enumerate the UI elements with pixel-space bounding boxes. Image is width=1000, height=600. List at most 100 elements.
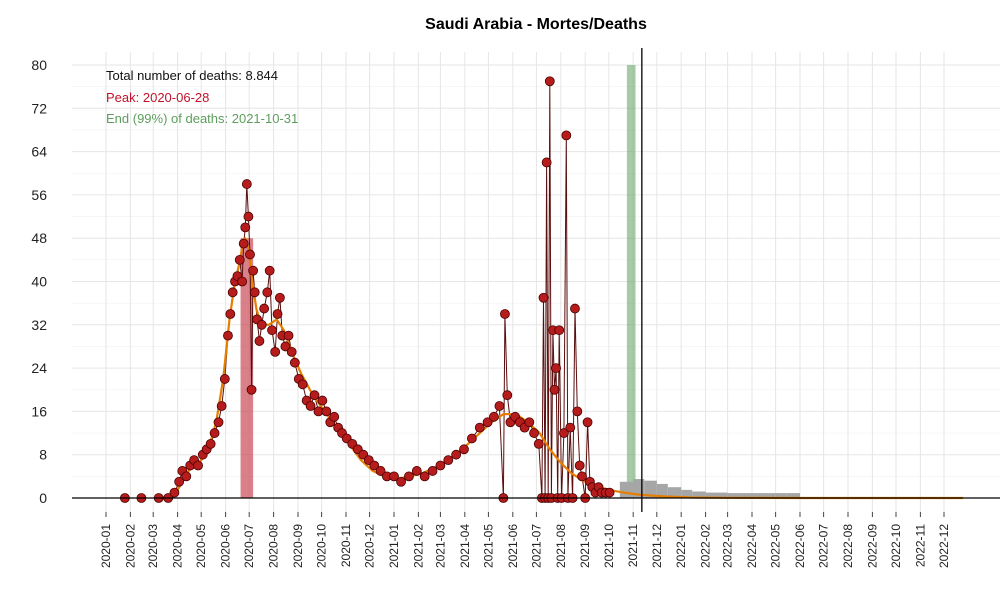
annotation-end: End (99%) of deaths: 2021-10-31 [106, 111, 298, 126]
daily-point [248, 265, 259, 276]
daily-point [551, 363, 561, 374]
daily-point [549, 384, 560, 395]
point-layer [119, 76, 615, 503]
daily-point [238, 238, 249, 249]
x-tick-label: 2020-05 [194, 524, 208, 568]
daily-point [529, 428, 539, 438]
x-tick-label: 2022-02 [699, 524, 713, 568]
daily-point [502, 390, 513, 401]
daily-point [565, 422, 576, 433]
daily-point [256, 319, 267, 330]
x-tick-label: 2022-10 [889, 524, 903, 568]
daily-point [249, 287, 260, 298]
daily-point [404, 471, 414, 482]
daily-point [280, 341, 291, 352]
daily-point [234, 254, 245, 265]
daily-point [554, 325, 565, 336]
x-tick-label: 2022-12 [937, 524, 951, 568]
daily-point [169, 487, 180, 498]
y-tick-label: 64 [31, 144, 47, 160]
daily-point [225, 309, 236, 319]
daily-point [435, 460, 446, 471]
x-tick-label: 2021-06 [506, 524, 520, 568]
daily-point [264, 265, 275, 276]
daily-point [500, 309, 510, 319]
y-tick-label: 32 [31, 317, 47, 333]
daily-point [494, 401, 505, 411]
x-tick-label: 2021-07 [529, 524, 543, 568]
forecast-layer [619, 479, 801, 498]
y-tick-label: 80 [31, 57, 47, 73]
daily-point [259, 303, 270, 314]
band-layer [240, 65, 636, 498]
daily-point [241, 179, 252, 189]
x-tick-label: 2021-04 [458, 524, 472, 568]
x-tick-label: 2022-05 [769, 524, 783, 568]
daily-point [286, 346, 297, 357]
forecast-bar [644, 480, 657, 498]
daily-point [317, 395, 328, 406]
daily-point [297, 379, 308, 390]
peak-band [240, 238, 254, 498]
daily-point [209, 428, 220, 438]
daily-point [419, 471, 430, 482]
annotation-peak: Peak: 2020-06-28 [106, 90, 209, 105]
forecast-bar [775, 493, 787, 498]
daily-point [321, 406, 332, 417]
x-tick-label: 2020-06 [219, 524, 233, 568]
y-tick-label: 48 [31, 230, 47, 246]
daily-point [309, 390, 320, 401]
daily-point [538, 292, 549, 303]
daily-point [369, 460, 380, 471]
daily-point [262, 287, 273, 298]
daily-point [227, 287, 238, 298]
x-tick-label: 2022-03 [721, 524, 735, 568]
x-tick-label: 2022-01 [674, 524, 688, 568]
daily-point [427, 466, 438, 476]
axis-layer: 0 8 16 24 32 40 48 56 64 72 80 2020-01 2020-02 2020-0… [31, 48, 1000, 568]
daily-point [541, 157, 552, 168]
x-tick-label: 2022-04 [745, 524, 759, 568]
x-tick-label: 2021-09 [578, 524, 592, 568]
daily-point [574, 460, 585, 471]
daily-point [559, 428, 569, 438]
daily-point [289, 357, 300, 368]
x-tick-label: 2021-02 [411, 524, 425, 568]
y-tick-label: 72 [31, 100, 47, 116]
daily-point [219, 374, 230, 384]
forecast-bar [667, 487, 682, 498]
daily-point [283, 330, 294, 341]
daily-point [443, 455, 454, 466]
y-tick-label: 40 [31, 274, 47, 290]
daily-point [270, 346, 281, 357]
daily-point [411, 466, 422, 476]
x-tick-label: 2022-09 [865, 524, 879, 568]
daily-point [274, 292, 285, 303]
daily-point [329, 411, 340, 422]
daily-point [577, 471, 587, 482]
forecast-bar [692, 491, 706, 498]
daily-point [246, 384, 257, 395]
x-tick-label: 2022-06 [793, 524, 807, 568]
x-tick-label: 2020-12 [363, 524, 377, 568]
daily-point [254, 336, 265, 346]
daily-point [572, 406, 583, 417]
x-tick-label: 2022-07 [817, 524, 831, 568]
forecast-bar [705, 492, 728, 498]
y-tick-label: 16 [31, 403, 47, 419]
daily-point [216, 401, 227, 411]
daily-point [489, 411, 499, 422]
daily-point [174, 476, 185, 487]
end-band [626, 65, 636, 498]
forecast-bar [681, 489, 693, 498]
x-tick-label: 2020-10 [315, 524, 329, 568]
daily-point [272, 309, 283, 319]
x-tick-label: 2020-07 [242, 524, 256, 568]
daily-point [524, 417, 535, 428]
daily-point [243, 211, 254, 222]
y-tick-label: 24 [31, 360, 47, 376]
annotation-total: Total number of deaths: 8.844 [106, 68, 278, 83]
daily-point [466, 433, 477, 444]
daily-point [459, 444, 469, 455]
